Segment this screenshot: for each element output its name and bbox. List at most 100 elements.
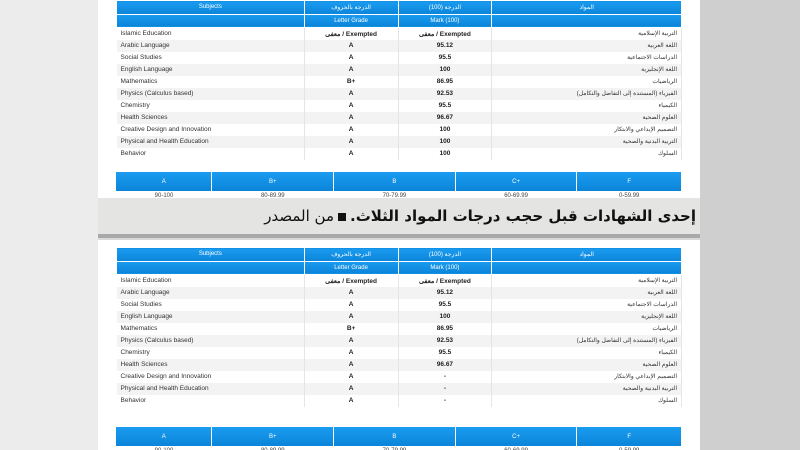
- subject-ar: الكيمياء: [491, 99, 682, 112]
- caption: إحدى الشهادات قبل حجب درجات المواد الثلا…: [98, 198, 700, 234]
- mark: معفى / Exempted: [398, 274, 493, 287]
- subject-en: Physical and Health Education: [116, 135, 305, 148]
- subject-en: Mathematics: [116, 75, 305, 88]
- header-blank: [116, 260, 305, 275]
- scale-range: 80-89.99: [260, 193, 285, 199]
- scale-range: 70-79.99: [334, 446, 456, 450]
- table-row: Health Sciences A 96.67 العلوم الصحية: [116, 358, 682, 371]
- subject-en: Islamic Education: [116, 27, 305, 40]
- header-letter-grade: Letter Grade: [303, 260, 399, 275]
- caption-source: من المصدر: [264, 207, 334, 225]
- letter-grade: B+: [304, 322, 399, 335]
- mark: 100: [398, 123, 493, 136]
- scale-range: 0-59.99: [619, 193, 640, 199]
- letter-grade: A: [304, 111, 399, 124]
- subject-ar: التربية الإسلامية: [491, 274, 682, 287]
- grades-table: Subjects الدرجة بالحروف الدرجة (100) الم…: [116, 247, 682, 407]
- header-blank: [491, 260, 682, 275]
- letter-grade: A: [304, 382, 399, 395]
- mark: 100: [398, 310, 493, 323]
- subject-en: Health Sciences: [116, 111, 305, 124]
- table-row: Mathematics B+ 86.95 الرياضيات: [116, 75, 682, 88]
- subject-ar: الكيمياء: [491, 346, 682, 359]
- mark: 95.12: [398, 286, 493, 299]
- subject-en: Mathematics: [116, 322, 305, 335]
- subject-en: Health Sciences: [116, 358, 305, 371]
- subject-ar: الدراسات الاجتماعية: [491, 51, 682, 64]
- table-row: Health Sciences A 96.67 العلوم الصحية: [116, 111, 682, 124]
- subject-ar: اللغة العربية: [491, 39, 682, 52]
- mark: 95.5: [398, 298, 493, 311]
- subject-en: Islamic Education: [116, 274, 305, 287]
- mark: 95.5: [398, 99, 493, 112]
- divider: [98, 234, 700, 238]
- square-bullet-icon: [338, 213, 346, 221]
- scale-grade: B: [333, 172, 456, 191]
- subject-en: Social Studies: [116, 51, 305, 64]
- letter-grade: A: [304, 135, 399, 148]
- letter-grade: A: [304, 123, 399, 136]
- subject-ar: التربية البدنية والصحية: [491, 382, 682, 395]
- header-letter-grade: Letter Grade: [303, 13, 399, 28]
- mark: 86.95: [398, 322, 493, 335]
- mark: 92.53: [398, 87, 493, 100]
- letter-grade: A: [304, 99, 399, 112]
- table-row: English Language A 100 اللغة الإنجليزية: [116, 310, 682, 323]
- table-row: Creative Design and Innovation A 100 التصمي…: [116, 123, 682, 136]
- scale-range: 60-69.99: [455, 446, 577, 450]
- header-letter-ar: الدرجة بالحروف: [303, 0, 399, 15]
- subject-en: Chemistry: [116, 346, 305, 359]
- table-row: Physics (Calculus based) A 92.53 الفيزياء (…: [116, 334, 682, 347]
- header-letter-ar: الدرجة بالحروف: [303, 247, 399, 262]
- mark: -: [398, 370, 493, 383]
- header-subjects: Subjects: [116, 247, 305, 262]
- letter-grade: A: [304, 286, 399, 299]
- header-mark-ar: الدرجة (100): [397, 0, 493, 15]
- letter-grade: A: [304, 63, 399, 76]
- table-row: Creative Design and Innovation A - التصميم …: [116, 370, 682, 383]
- background-right: [700, 0, 800, 450]
- table-row: English Language A 100 اللغة الإنجليزية: [116, 63, 682, 76]
- subject-ar: الفيزياء (المستندة إلى التفاضل والتكامل): [491, 87, 682, 100]
- table-row: Chemistry A 95.5 الكيمياء: [116, 99, 682, 112]
- subject-en: Chemistry: [116, 99, 305, 112]
- subject-en: Arabic Language: [116, 286, 305, 299]
- grades-table: Subjects الدرجة بالحروف الدرجة (100) الم…: [116, 0, 682, 160]
- table-row: Islamic Education معفى / Exempted معفى / E…: [116, 27, 682, 40]
- letter-grade: معفى / Exempted: [304, 27, 399, 40]
- mark: 100: [398, 147, 493, 160]
- letter-grade: A: [304, 358, 399, 371]
- letter-grade: A: [304, 334, 399, 347]
- letter-grade: A: [304, 310, 399, 323]
- mark: 95.12: [398, 39, 493, 52]
- table-row: Mathematics B+ 86.95 الرياضيات: [116, 322, 682, 335]
- subject-ar: اللغة الإنجليزية: [491, 310, 682, 323]
- subject-ar: اللغة العربية: [491, 286, 682, 299]
- letter-grade: A: [304, 39, 399, 52]
- scale-grade: A: [116, 172, 213, 191]
- letter-grade: A: [304, 394, 399, 407]
- header-subjects-ar: المواد: [491, 247, 682, 262]
- mark: -: [398, 382, 493, 395]
- subject-en: Physics (Calculus based): [116, 334, 305, 347]
- letter-grade: A: [304, 51, 399, 64]
- letter-grade: A: [304, 147, 399, 160]
- caption-text: إحدى الشهادات قبل حجب درجات المواد الثلا…: [350, 207, 696, 225]
- subject-ar: العلوم الصحية: [491, 111, 682, 124]
- scale-range: 80-89.99: [212, 446, 334, 450]
- subject-ar: الفيزياء (المستندة إلى التفاضل والتكامل): [491, 334, 682, 347]
- certificate-screenshot-before: Subjects الدرجة بالحروف الدرجة (100) الم…: [98, 0, 700, 200]
- table-row: Arabic Language A 95.12 اللغة العربية: [116, 39, 682, 52]
- subject-ar: الرياضيات: [491, 75, 682, 88]
- header-blank: [116, 13, 305, 28]
- header-mark: Mark (100): [397, 13, 493, 28]
- scale-grade: C+: [455, 427, 578, 446]
- subject-ar: التربية البدنية والصحية: [491, 135, 682, 148]
- subject-ar: التصميم الإبداعي والابتكار: [491, 370, 682, 383]
- table-row: Physical and Health Education A 100 التربية…: [116, 135, 682, 148]
- scale-grade: B+: [211, 172, 335, 191]
- letter-grade: A: [304, 370, 399, 383]
- background-left: [0, 0, 98, 450]
- scale-grade: C+: [455, 172, 578, 191]
